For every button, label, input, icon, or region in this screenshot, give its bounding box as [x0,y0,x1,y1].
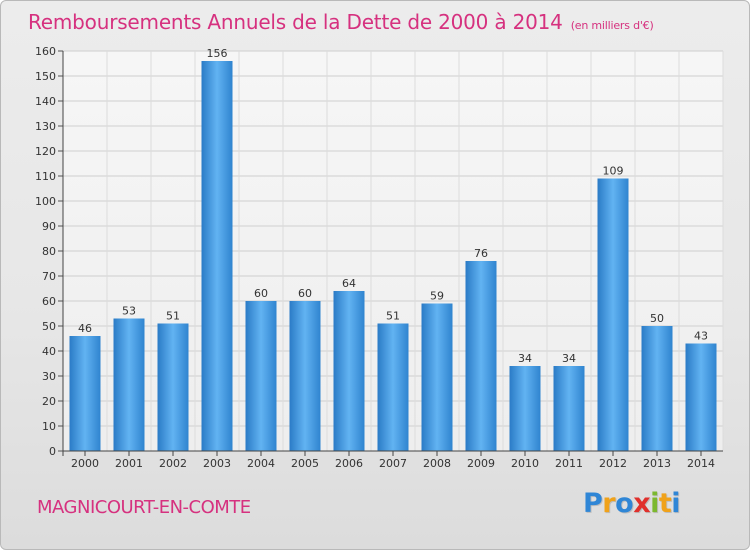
commune-name: MAGNICOURT-EN-COMTE [37,497,251,518]
bar-value-label: 51 [166,310,180,323]
bar-value-label: 34 [518,352,532,365]
bar-value-label: 50 [650,312,664,325]
bar-value-label: 60 [298,287,312,300]
bar-value-label: 43 [694,330,708,343]
x-tick-label: 2004 [247,457,275,470]
chart-subtitle: (en milliers d'€) [570,19,654,32]
y-tick-label: 150 [35,70,56,83]
bar-value-label: 59 [430,290,444,303]
y-tick-label: 100 [35,195,56,208]
x-tick-label: 2010 [511,457,539,470]
bar-2009 [465,261,497,451]
logo-letter: t [658,488,672,519]
logo-letter: i [671,488,681,519]
bar-2011 [553,366,585,451]
bar-2014 [685,343,717,451]
y-tick-label: 110 [35,170,56,183]
x-axis: 2000 2001 2002 2003 2004 2005 2006 2007 2008 2009… [63,450,723,470]
bar-2013 [641,326,673,451]
bar-value-label: 156 [207,47,228,60]
bar-2003 [201,61,233,451]
bar-value-label: 46 [78,322,92,335]
bar-value-label: 34 [562,352,576,365]
bar-2006 [333,291,365,451]
y-tick-label: 60 [42,295,56,308]
bar-2012 [597,178,629,451]
bar-value-label: 109 [603,165,624,178]
logo-letter: o [615,488,634,519]
y-tick-label: 80 [42,245,56,258]
x-tick-label: 2001 [115,457,143,470]
chart-title: Remboursements Annuels de la Dette de 20… [28,10,654,34]
x-tick-label: 2009 [467,457,495,470]
logo-letter: x [633,488,651,519]
y-tick-label: 130 [35,120,56,133]
bar-2002 [157,323,189,451]
bars: 46 53 51 156 60 60 64 51 59 76 34 34 109 50 43 [69,47,717,451]
y-tick-label: 50 [42,320,56,333]
bar-2005 [289,301,321,451]
y-tick-label: 140 [35,95,56,108]
y-tick-label: 20 [42,395,56,408]
logo-letter: i [650,488,659,519]
x-tick-label: 2003 [203,457,231,470]
y-tick-label: 10 [42,420,56,433]
bar-value-label: 60 [254,287,268,300]
y-tick-label: 40 [42,345,56,358]
chart-title-text: Remboursements Annuels de la Dette de 20… [28,10,563,34]
y-axis: 0 10 20 30 40 50 60 70 80 90 100 110 120 130 140 150 160 [35,45,64,458]
bar-value-label: 51 [386,310,400,323]
bar-2000 [69,336,101,451]
x-tick-label: 2011 [555,457,583,470]
logo-letter: r [602,488,616,519]
logo-letter: P [583,488,603,519]
x-tick-label: 2008 [423,457,451,470]
bar-2010 [509,366,541,451]
proxiti-logo: Proxiti [583,488,681,519]
y-tick-label: 70 [42,270,56,283]
y-tick-label: 30 [42,370,56,383]
x-tick-label: 2013 [643,457,671,470]
x-tick-label: 2000 [71,457,99,470]
x-tick-label: 2012 [599,457,627,470]
bar-2001 [113,318,145,451]
x-tick-label: 2006 [335,457,363,470]
x-tick-label: 2014 [687,457,715,470]
x-tick-label: 2002 [159,457,187,470]
bar-value-label: 53 [122,305,136,318]
y-tick-label: 90 [42,220,56,233]
bar-2004 [245,301,277,451]
y-tick-label: 120 [35,145,56,158]
y-tick-label: 160 [35,45,56,58]
bar-value-label: 76 [474,247,488,260]
bar-value-label: 64 [342,277,356,290]
bar-2007 [377,323,409,451]
y-tick-label: 0 [49,445,56,458]
x-tick-label: 2007 [379,457,407,470]
x-tick-label: 2005 [291,457,319,470]
bar-2008 [421,303,453,451]
